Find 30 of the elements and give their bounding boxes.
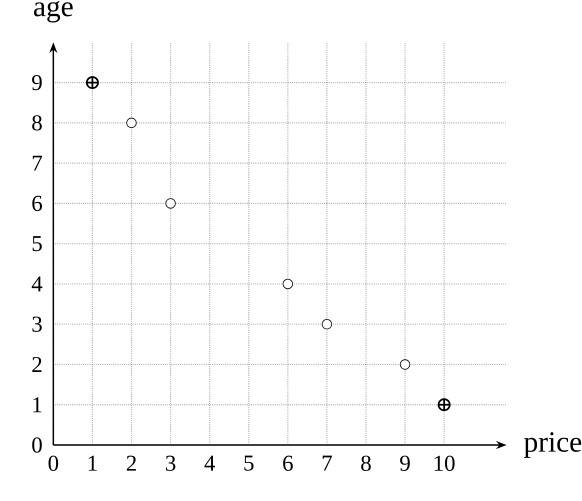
y-tick-label: 3 <box>32 316 42 332</box>
x-tick-label: 9 <box>400 456 410 471</box>
y-tick-label: 2 <box>32 356 42 372</box>
point <box>126 118 137 128</box>
y-tick-label: 1 <box>33 397 42 412</box>
y-tick-label: 6 <box>32 196 42 212</box>
x-tick-label: 3 <box>166 456 176 471</box>
x-tick-label: 10 <box>434 456 455 471</box>
y-tick-label: 7 <box>32 156 42 171</box>
x-axis-title: price <box>524 432 582 458</box>
point <box>282 278 294 290</box>
x-tick-label: 4 <box>204 456 215 471</box>
x-tick-label: 1 <box>88 456 97 471</box>
x-tick-label: 6 <box>283 456 293 471</box>
y-tick-label: 8 <box>32 115 42 131</box>
y-axis-title: age <box>34 1 73 22</box>
point <box>322 319 332 330</box>
point <box>438 398 451 412</box>
x-tick-label: 2 <box>126 456 136 471</box>
point <box>86 76 99 90</box>
x-tick-label: 0 <box>48 456 58 471</box>
y-tick-label: 0 <box>32 437 42 453</box>
x-tick-label: 5 <box>244 456 254 471</box>
y-tick-label: 4 <box>32 276 42 292</box>
y-tick-label: 9 <box>32 74 42 90</box>
point <box>400 359 410 370</box>
x-tick-label: 8 <box>361 456 371 471</box>
point <box>165 198 176 209</box>
x-tick-label: 7 <box>322 456 332 471</box>
y-tick-label: 5 <box>32 236 42 252</box>
